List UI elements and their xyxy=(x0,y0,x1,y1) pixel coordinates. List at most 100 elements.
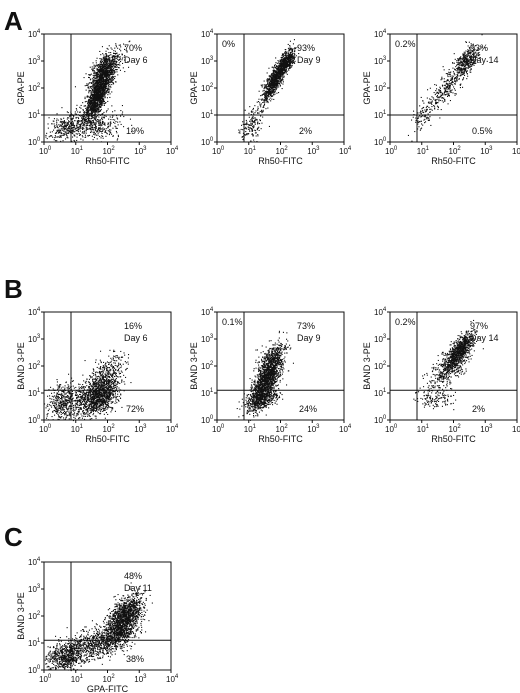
event-point xyxy=(67,117,69,119)
event-point xyxy=(89,123,91,125)
event-point xyxy=(275,62,277,64)
event-point xyxy=(287,47,289,49)
event-point xyxy=(72,131,74,133)
event-point xyxy=(113,52,115,54)
event-point xyxy=(90,127,92,129)
event-point xyxy=(90,125,92,127)
event-point xyxy=(278,86,280,88)
event-point xyxy=(112,78,114,80)
event-point xyxy=(90,94,92,96)
event-point xyxy=(101,90,103,92)
event-point xyxy=(109,82,111,84)
event-point xyxy=(294,48,296,50)
event-point xyxy=(95,79,97,81)
event-point xyxy=(258,129,260,131)
event-point xyxy=(465,55,467,57)
event-point xyxy=(98,76,100,78)
event-point xyxy=(285,66,287,68)
event-point xyxy=(98,96,100,98)
event-point xyxy=(81,119,83,121)
event-point xyxy=(104,63,106,65)
event-point xyxy=(464,68,466,70)
event-point xyxy=(280,70,282,72)
event-point xyxy=(91,101,93,103)
event-point xyxy=(84,115,86,117)
event-point xyxy=(443,87,445,89)
event-point xyxy=(291,49,293,51)
event-point xyxy=(439,87,441,89)
event-point xyxy=(439,96,441,98)
event-point xyxy=(268,95,270,97)
event-point xyxy=(264,99,266,101)
event-point xyxy=(71,121,73,123)
event-point xyxy=(105,73,107,75)
event-point xyxy=(466,50,468,52)
event-point xyxy=(445,90,447,92)
event-point xyxy=(101,95,103,97)
event-point xyxy=(90,112,92,114)
event-point xyxy=(95,103,97,105)
event-point xyxy=(103,59,105,61)
event-point xyxy=(459,68,461,70)
event-point xyxy=(460,69,462,71)
event-point xyxy=(283,66,285,68)
event-point xyxy=(104,59,106,61)
event-point xyxy=(124,59,126,61)
event-point xyxy=(47,127,49,129)
event-point xyxy=(94,82,96,84)
event-point xyxy=(95,109,97,111)
event-point xyxy=(71,132,73,134)
event-point xyxy=(261,98,263,100)
event-point xyxy=(88,87,90,89)
event-point xyxy=(104,87,106,89)
event-point xyxy=(95,130,97,132)
event-point xyxy=(101,91,103,93)
event-point xyxy=(98,87,100,89)
event-point xyxy=(112,70,114,72)
event-point xyxy=(292,61,294,63)
event-point xyxy=(278,78,280,80)
event-point xyxy=(288,55,290,57)
event-point xyxy=(282,62,284,64)
event-point xyxy=(106,77,108,79)
event-point xyxy=(92,90,94,92)
event-point xyxy=(45,134,47,136)
event-point xyxy=(284,66,286,68)
event-point xyxy=(470,58,472,60)
event-point xyxy=(267,96,269,98)
event-point xyxy=(433,92,435,94)
event-point xyxy=(280,59,282,61)
event-point xyxy=(72,117,74,119)
event-point xyxy=(93,64,95,66)
event-point xyxy=(86,112,88,114)
event-point xyxy=(257,109,259,111)
event-point xyxy=(103,104,105,106)
event-point xyxy=(441,92,443,94)
event-point xyxy=(102,84,104,86)
event-point xyxy=(74,135,76,137)
event-point xyxy=(280,75,282,77)
event-point xyxy=(461,71,463,73)
event-point xyxy=(105,53,107,55)
event-point xyxy=(275,81,277,83)
event-point xyxy=(102,135,104,137)
event-point xyxy=(107,76,109,78)
event-point xyxy=(104,93,106,95)
event-point xyxy=(251,124,253,126)
event-point xyxy=(96,98,98,100)
event-point xyxy=(81,132,83,134)
event-point xyxy=(63,128,65,130)
event-point xyxy=(95,131,97,133)
event-point xyxy=(272,83,274,85)
event-point xyxy=(290,51,292,53)
event-point xyxy=(97,100,99,102)
event-point xyxy=(85,127,87,129)
event-point xyxy=(107,66,109,68)
event-point xyxy=(100,78,102,80)
event-point xyxy=(106,82,108,84)
event-point xyxy=(108,62,110,64)
event-point xyxy=(100,61,102,63)
event-point xyxy=(51,123,53,125)
event-point xyxy=(256,101,258,103)
event-point xyxy=(88,95,90,97)
